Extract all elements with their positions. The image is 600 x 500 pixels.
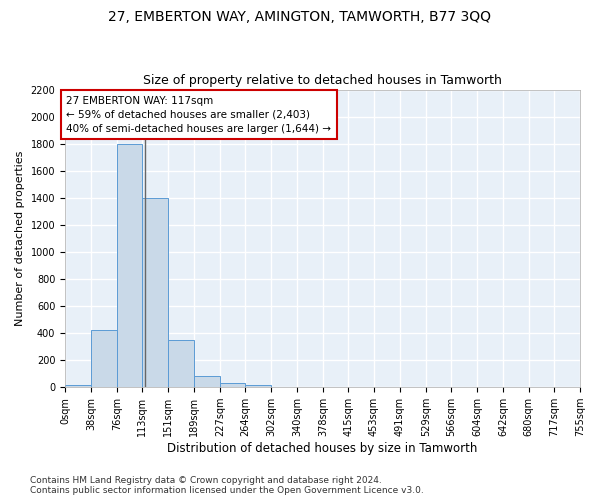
- Text: Contains HM Land Registry data © Crown copyright and database right 2024.
Contai: Contains HM Land Registry data © Crown c…: [30, 476, 424, 495]
- Bar: [194, 376, 220, 387]
- Y-axis label: Number of detached properties: Number of detached properties: [15, 150, 25, 326]
- Bar: [168, 340, 194, 387]
- Bar: [142, 198, 168, 387]
- Bar: [91, 330, 117, 387]
- Bar: [65, 384, 91, 387]
- Title: Size of property relative to detached houses in Tamworth: Size of property relative to detached ho…: [143, 74, 502, 87]
- Text: 27 EMBERTON WAY: 117sqm
← 59% of detached houses are smaller (2,403)
40% of semi: 27 EMBERTON WAY: 117sqm ← 59% of detache…: [67, 96, 331, 134]
- X-axis label: Distribution of detached houses by size in Tamworth: Distribution of detached houses by size …: [167, 442, 478, 455]
- Bar: [245, 384, 271, 387]
- Text: 27, EMBERTON WAY, AMINGTON, TAMWORTH, B77 3QQ: 27, EMBERTON WAY, AMINGTON, TAMWORTH, B7…: [109, 10, 491, 24]
- Bar: [117, 144, 142, 387]
- Bar: [220, 383, 245, 387]
